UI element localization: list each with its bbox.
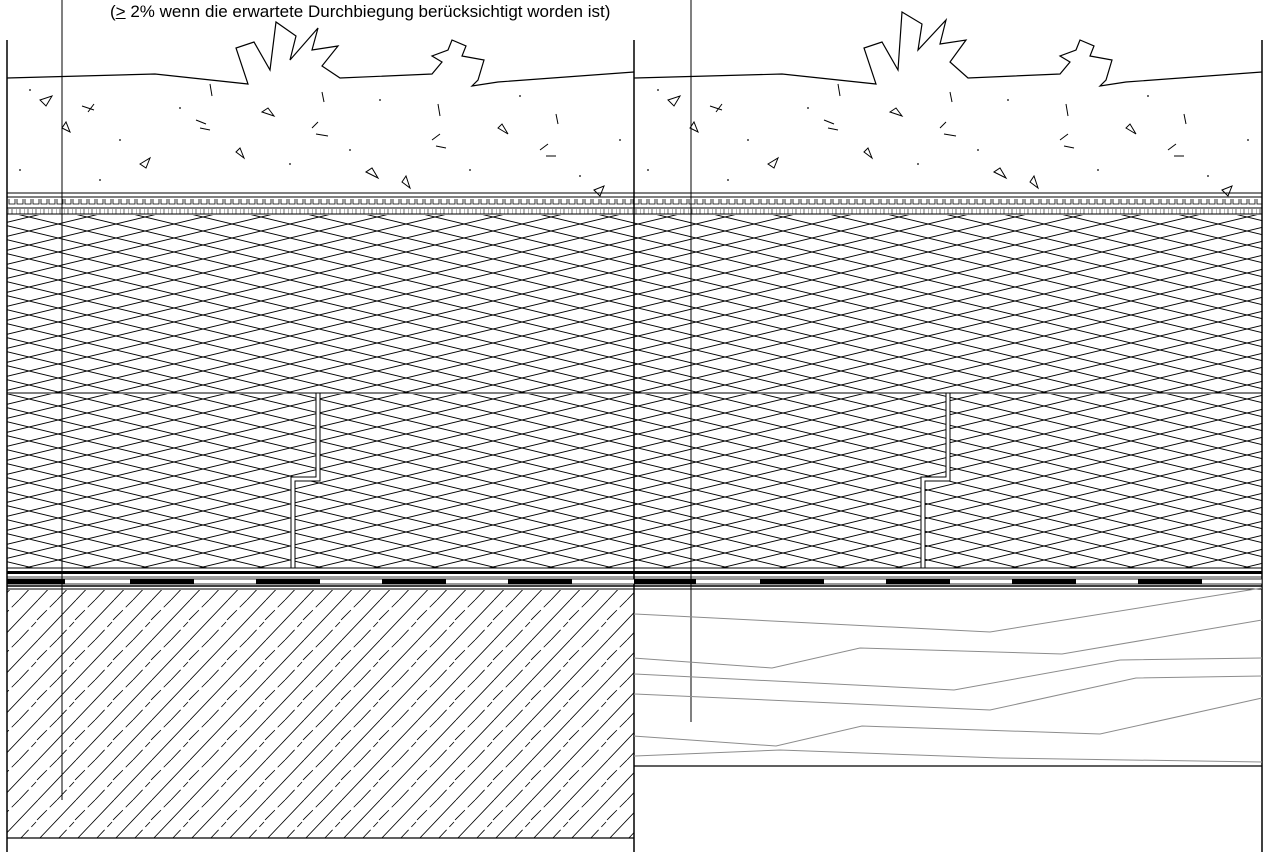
timber-deck-right	[633, 587, 1263, 763]
insulation-upper-right	[634, 215, 1262, 393]
gravel-marks-left	[39, 83, 605, 197]
slope-annotation: (> 2% wenn die erwartete Durchbiegung be…	[110, 2, 610, 22]
insulation-upper-left	[7, 215, 634, 393]
drainage-layer	[7, 192, 1262, 215]
soil-fill-left	[6, 20, 635, 87]
annotation-ge-symbol: >	[115, 2, 126, 21]
gravel-marks-right	[667, 83, 1233, 197]
gravel-dots	[19, 89, 1249, 181]
soil-fill-right	[633, 10, 1263, 87]
annotation-text: 2% wenn die erwartete Durchbiegung berüc…	[125, 2, 611, 21]
annotation-open-paren: (	[110, 2, 116, 21]
concrete-slab-left	[7, 590, 634, 838]
membrane-layers	[6, 567, 1263, 590]
